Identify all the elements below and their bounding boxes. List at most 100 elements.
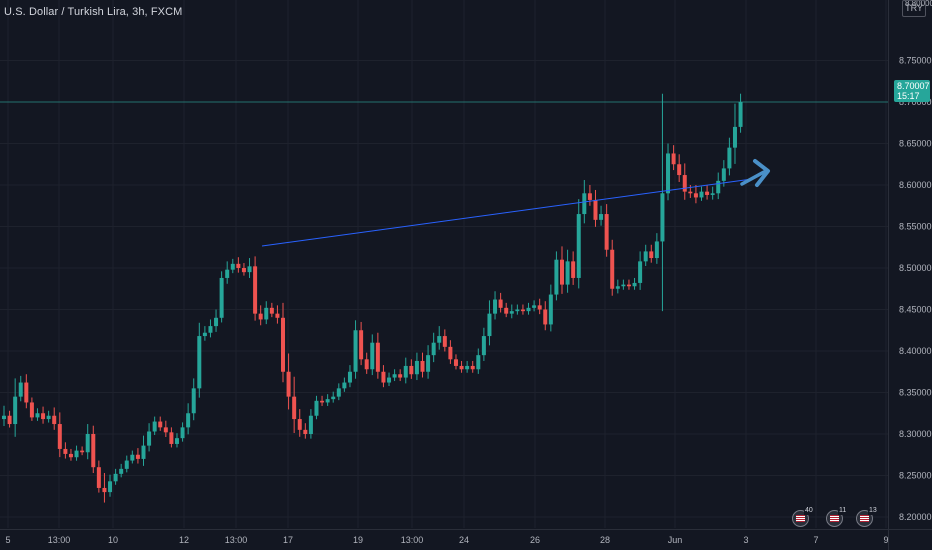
candle-body	[180, 427, 185, 439]
candle-body	[370, 342, 375, 370]
candle-body	[604, 214, 609, 250]
candle-body	[693, 193, 698, 198]
candle-body	[398, 374, 403, 378]
candle-body	[615, 286, 620, 289]
chart-title: U.S. Dollar / Turkish Lira, 3h, FXCM	[4, 6, 183, 18]
candle-body	[654, 241, 659, 259]
y-tick-label: 8.60000	[899, 180, 932, 190]
x-tick-label: 26	[530, 535, 540, 545]
arrow-drawing[interactable]	[740, 159, 770, 187]
candle-body	[548, 294, 553, 325]
candle-body	[57, 424, 62, 449]
candle-body	[738, 102, 743, 127]
candle-body	[353, 330, 358, 372]
candle-body	[41, 413, 46, 420]
candle-body	[197, 336, 202, 389]
candle-body	[387, 377, 392, 383]
us-flag-icon	[830, 515, 839, 522]
event-badge-3[interactable]: 13	[856, 507, 878, 527]
candle-body	[68, 453, 73, 458]
candle-body	[476, 355, 481, 370]
candle-body	[236, 263, 241, 268]
candle-body	[487, 313, 492, 337]
trendline[interactable]	[261, 178, 753, 247]
us-flag-icon	[860, 515, 869, 522]
candle-body	[638, 261, 643, 283]
candle-body	[716, 180, 721, 194]
candle-body	[699, 191, 704, 198]
candle-body	[297, 419, 302, 430]
event-badge-1[interactable]: 40	[792, 507, 814, 527]
candle-body	[599, 214, 604, 220]
x-tick-label: Jun	[668, 535, 683, 545]
candle-body	[108, 481, 113, 493]
candle-body	[331, 396, 336, 400]
candle-body	[666, 153, 671, 194]
y-tick-label: 8.30000	[899, 429, 932, 439]
x-tick-label: 24	[459, 535, 469, 545]
event-count-2: 11	[838, 507, 848, 515]
candle-body	[543, 309, 548, 325]
candle-body	[174, 438, 179, 444]
candle-body	[459, 365, 464, 370]
candle-body	[303, 429, 308, 434]
candle-body	[515, 309, 520, 312]
candle-body	[314, 400, 319, 416]
x-tick-label: 12	[179, 535, 189, 545]
candles	[2, 93, 743, 503]
candle-body	[202, 332, 207, 337]
candle-body	[158, 421, 163, 428]
arrow-shaft	[740, 170, 766, 186]
candle-body	[409, 365, 414, 375]
currency-unit-button[interactable]: TRY	[902, 0, 926, 17]
candle-body	[649, 251, 654, 259]
y-tick-label: 8.25000	[899, 471, 932, 481]
candle-body	[286, 371, 291, 397]
candle-body	[241, 268, 246, 273]
candle-body	[336, 388, 341, 397]
candle-body	[91, 434, 96, 468]
candle-body	[124, 460, 129, 469]
candle-body	[610, 249, 615, 289]
candle-body	[253, 266, 258, 314]
candle-body	[420, 360, 425, 372]
candle-body	[18, 382, 23, 397]
candle-body	[453, 359, 458, 366]
candle-body	[46, 415, 51, 420]
candle-body	[470, 365, 475, 370]
candle-body	[264, 307, 269, 320]
candle-body	[414, 360, 419, 375]
candle-body	[721, 168, 726, 181]
candle-body	[560, 259, 564, 285]
candle-body	[375, 342, 380, 372]
candle-body	[7, 415, 12, 425]
y-tick-label: 8.40000	[899, 346, 932, 356]
bar-countdown: 15:17	[897, 91, 920, 101]
candle-body	[481, 336, 486, 356]
y-tick-label-clipped: 8.80000	[905, 0, 932, 8]
event-badge-2[interactable]: 11	[826, 507, 848, 527]
candle-body	[119, 468, 124, 474]
candle-body	[437, 336, 442, 343]
x-tick-label: 13:00	[48, 535, 71, 545]
candle-body	[214, 317, 219, 327]
y-tick-label: 8.70000	[899, 97, 932, 107]
candle-body	[359, 330, 364, 360]
y-tick-label: 8.20000	[899, 512, 932, 522]
candle-body	[532, 305, 537, 308]
candle-body	[587, 193, 592, 200]
candle-body	[230, 263, 235, 270]
y-tick-label: 8.55000	[899, 222, 932, 232]
x-tick-label: 28	[600, 535, 610, 545]
candle-body	[130, 454, 135, 461]
x-tick-label: 10	[108, 535, 118, 545]
us-flag-icon	[796, 515, 805, 522]
candle-body	[63, 448, 68, 454]
candle-body	[705, 191, 710, 195]
x-tick-label: 3	[743, 535, 748, 545]
candle-body	[431, 342, 436, 356]
candle-body	[102, 487, 107, 493]
